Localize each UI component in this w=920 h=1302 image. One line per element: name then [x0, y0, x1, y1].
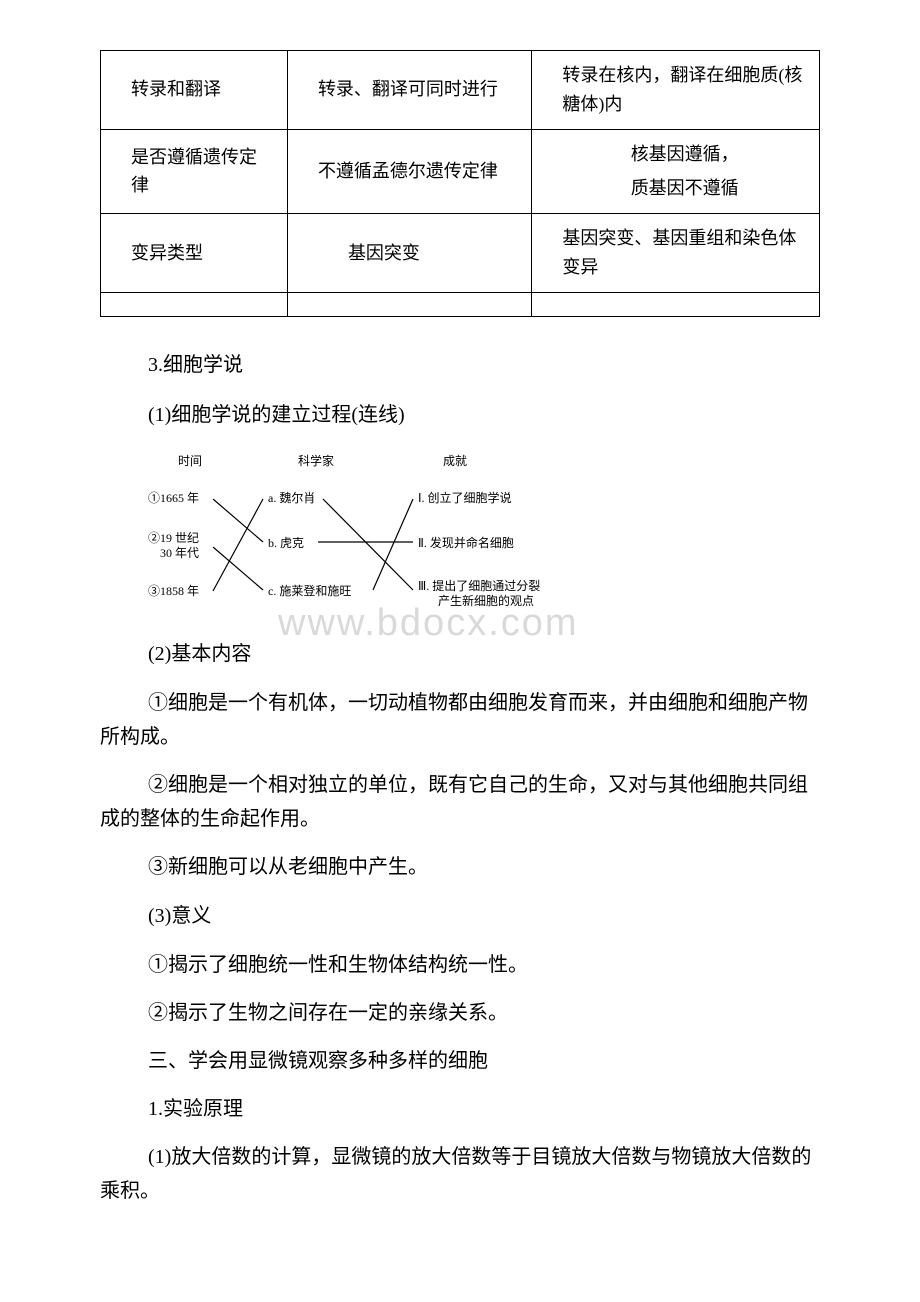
- diagram-left-c: ③1858 年: [148, 584, 199, 598]
- diagram-right-a: Ⅰ. 创立了细胞学说: [418, 490, 512, 505]
- table-row: 转录和翻译 转录、翻译可同时进行 转录在核内，翻译在细胞质(核糖体)内: [101, 51, 820, 130]
- diagram-left-a: ①1665 年: [148, 491, 199, 505]
- diagram-header-achievement: 成就: [443, 454, 467, 468]
- paragraph: (1)放大倍数的计算，显微镜的放大倍数等于目镜放大倍数与物镜放大倍数的乘积。: [100, 1140, 820, 1208]
- diagram-container: 时间 科学家 成就 ①1665 年 ②19 世纪 30 年代 ③1858 年 a…: [148, 447, 820, 622]
- item-heading: (3)意义: [148, 898, 820, 934]
- paragraph: ③新细胞可以从老细胞中产生。: [100, 850, 820, 884]
- cell-value: 转录在核内，翻译在细胞质(核糖体)内: [532, 51, 820, 130]
- diagram-header-scientist: 科学家: [298, 453, 334, 468]
- section-heading: 3.细胞学说: [148, 347, 820, 383]
- diagram-header-time: 时间: [178, 454, 202, 468]
- content-block: 3.细胞学说 (1)细胞学说的建立过程(连线) 时间 科学家 成就 ①1665 …: [100, 347, 820, 1208]
- paragraph: ①细胞是一个有机体，一切动植物都由细胞发育而来，并由细胞和细胞产物所构成。: [100, 686, 820, 754]
- diagram-right-c-1: Ⅲ. 提出了细胞通过分裂: [418, 578, 540, 593]
- paragraph: ①揭示了细胞统一性和生物体结构统一性。: [100, 948, 820, 982]
- diagram-right-c-2: 产生新细胞的观点: [438, 593, 534, 608]
- cell-value: 转录、翻译可同时进行: [287, 51, 531, 130]
- item-heading: (2)基本内容: [148, 636, 820, 672]
- cell-value: 基因突变: [287, 214, 531, 293]
- item-heading: (1)细胞学说的建立过程(连线): [148, 397, 820, 433]
- comparison-table: 转录和翻译 转录、翻译可同时进行 转录在核内，翻译在细胞质(核糖体)内 是否遵循…: [100, 50, 820, 317]
- cell-value: 基因突变、基因重组和染色体变异: [532, 214, 820, 293]
- diagram-mid-c: c. 施莱登和施旺: [268, 583, 351, 598]
- paragraph: ②细胞是一个相对独立的单位，既有它自己的生命，又对与其他细胞共同组成的整体的生命…: [100, 768, 820, 836]
- cell-value: 核基因遵循， 质基因不遵循: [532, 129, 820, 214]
- cell-value: 不遵循孟德尔遗传定律: [287, 129, 531, 214]
- diagram-right-b: Ⅱ. 发现并命名细胞: [418, 535, 514, 550]
- section-heading: 三、学会用显微镜观察多种多样的细胞: [100, 1044, 820, 1078]
- cell-label: 是否遵循遗传定律: [101, 129, 288, 214]
- diagram-left-b-2: 30 年代: [160, 546, 199, 560]
- cell-line: 质基因不遵循: [562, 174, 807, 203]
- cell-line: 核基因遵循，: [562, 140, 807, 169]
- diagram-mid-a: a. 魏尔肖: [268, 490, 315, 505]
- paragraph: 1.实验原理: [100, 1092, 820, 1126]
- cell-label: 转录和翻译: [101, 51, 288, 130]
- connections-diagram: 时间 科学家 成就 ①1665 年 ②19 世纪 30 年代 ③1858 年 a…: [148, 447, 618, 622]
- diagram-left-b-1: ②19 世纪: [148, 531, 199, 545]
- table-row: 变异类型 基因突变 基因突变、基因重组和染色体变异: [101, 214, 820, 293]
- diagram-mid-b: b. 虎克: [268, 536, 304, 550]
- cell-label: 变异类型: [101, 214, 288, 293]
- paragraph: ②揭示了生物之间存在一定的亲缘关系。: [100, 996, 820, 1030]
- table-row-empty: [101, 292, 820, 316]
- table-row: 是否遵循遗传定律 不遵循孟德尔遗传定律 核基因遵循， 质基因不遵循: [101, 129, 820, 214]
